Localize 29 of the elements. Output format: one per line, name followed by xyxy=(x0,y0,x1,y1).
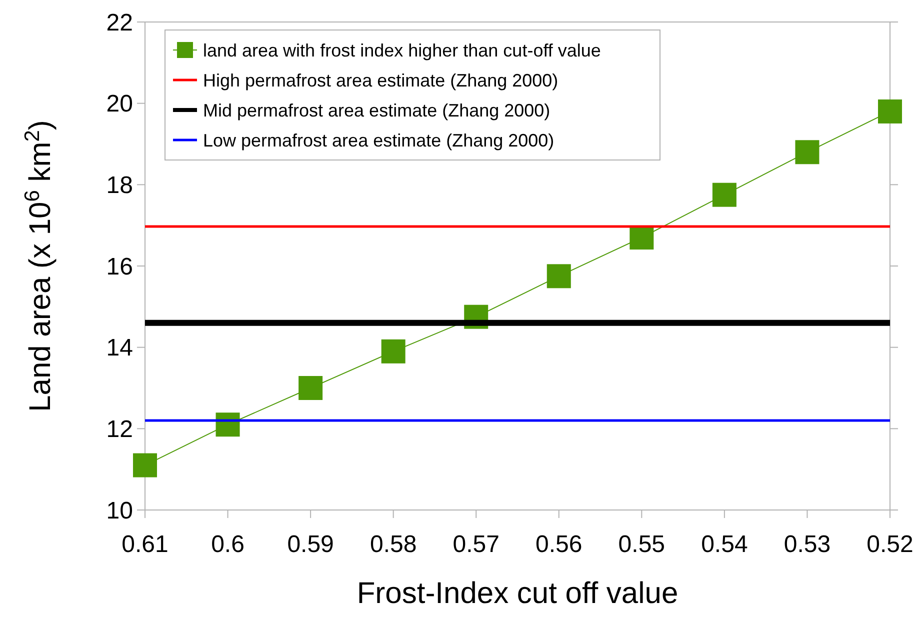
x-tick-label: 0.61 xyxy=(122,531,168,558)
x-axis-title: Frost-Index cut off value xyxy=(356,577,678,610)
x-tick-label: 0.57 xyxy=(452,531,500,558)
point xyxy=(878,99,902,124)
point xyxy=(133,453,157,478)
y-tick-label: 10 xyxy=(106,497,133,524)
x-tick-label: 0.53 xyxy=(784,531,831,558)
x-tick-label: 0.54 xyxy=(701,531,748,558)
y-tick-label: 12 xyxy=(106,416,133,444)
y-tick-label: 14 xyxy=(106,334,133,362)
y-tick-label: 20 xyxy=(106,90,133,118)
x-tick-label: 0.56 xyxy=(536,531,582,558)
point xyxy=(381,339,406,364)
x-tick-label: 0.59 xyxy=(287,531,334,558)
y-tick-label: 18 xyxy=(106,172,133,200)
x-tick-label: 0.55 xyxy=(618,531,666,558)
x-tick-label: 0.6 xyxy=(211,531,244,558)
legend-label: land area with frost index higher than cut-off value xyxy=(203,40,601,60)
point xyxy=(712,182,736,207)
point xyxy=(795,140,820,164)
point xyxy=(298,376,323,400)
y-tick-label: 22 xyxy=(106,9,133,36)
legend-label: Mid permafrost area estimate (Zhang 2000) xyxy=(203,100,550,120)
x-tick-label: 0.52 xyxy=(866,531,914,558)
x-tick-label: 0.58 xyxy=(370,531,417,558)
point xyxy=(546,264,571,288)
legend-label: Low permafrost area estimate (Zhang 2000) xyxy=(203,130,554,150)
y-tick-label: 16 xyxy=(106,253,133,280)
legend-label: High permafrost area estimate (Zhang 2000) xyxy=(203,70,558,90)
